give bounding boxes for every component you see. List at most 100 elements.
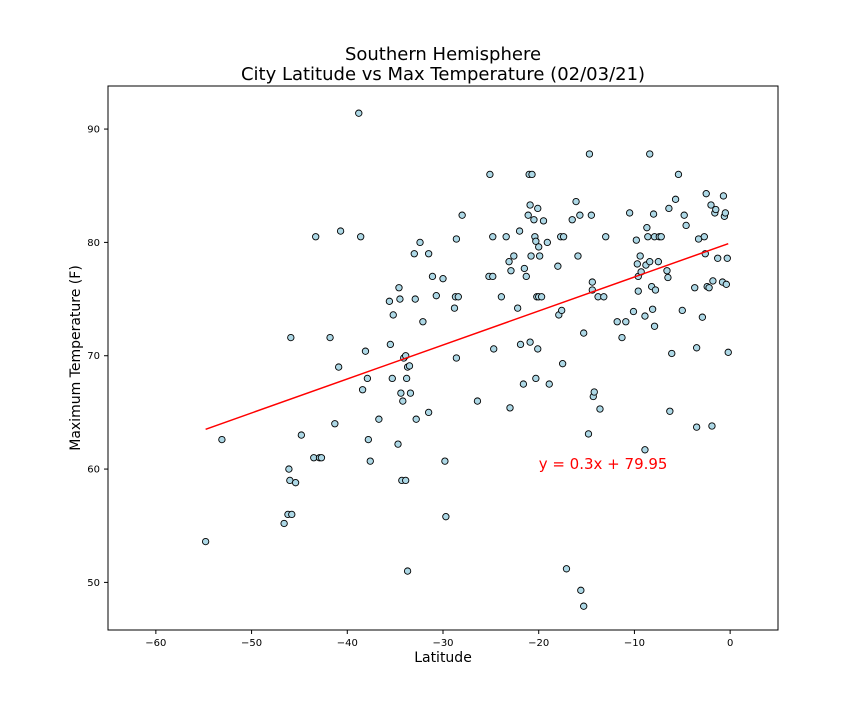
data-point — [709, 277, 717, 285]
data-point — [405, 362, 414, 370]
data-point — [657, 233, 665, 241]
data-point — [520, 264, 529, 273]
data-point — [524, 211, 532, 219]
y-tick-label: 50 — [87, 578, 100, 589]
data-point — [442, 513, 450, 521]
data-point — [629, 307, 638, 316]
data-point — [326, 333, 334, 342]
chart-title-line-1: Southern Hemisphere — [345, 44, 541, 65]
data-point — [452, 354, 461, 362]
chart-title-line-2: City Latitude vs Max Temperature (02/03/… — [241, 64, 645, 85]
plot-area — [107, 85, 779, 631]
data-point — [722, 280, 730, 288]
data-point — [473, 397, 482, 405]
data-point — [366, 457, 374, 465]
data-point — [317, 454, 326, 462]
data-point — [596, 405, 604, 413]
data-point — [707, 201, 715, 209]
data-point — [692, 423, 701, 431]
data-point — [502, 233, 510, 241]
data-point — [654, 258, 663, 266]
data-point — [534, 204, 542, 213]
data-point — [336, 227, 345, 235]
data-point — [535, 243, 543, 251]
data-point — [651, 286, 660, 294]
data-point — [723, 254, 731, 262]
data-point — [641, 446, 649, 454]
data-point — [554, 262, 562, 270]
data-point — [361, 347, 370, 355]
data-point — [402, 476, 410, 485]
data-point — [613, 318, 621, 326]
data-point — [388, 374, 396, 383]
data-point — [363, 374, 372, 383]
data-point — [394, 440, 402, 448]
data-point — [402, 374, 411, 383]
x-axis-ticks: −60 −50 −40 −30 −20 −10 0 — [145, 630, 733, 649]
data-point — [486, 170, 494, 179]
data-point — [643, 224, 651, 232]
data-point — [674, 170, 683, 179]
x-tick-label: −10 — [624, 638, 645, 649]
data-point — [700, 233, 708, 241]
data-point — [395, 284, 403, 292]
data-point — [545, 380, 553, 388]
data-point — [644, 233, 652, 241]
data-point — [682, 221, 690, 230]
data-point — [396, 295, 404, 303]
data-point — [454, 293, 462, 301]
data-point — [680, 211, 688, 219]
data-point — [527, 252, 535, 260]
data-point — [506, 404, 514, 412]
data-point — [355, 109, 363, 117]
data-point — [201, 537, 210, 546]
data-point — [424, 250, 433, 258]
data-point — [719, 192, 728, 200]
data-point — [297, 431, 305, 439]
data-point — [708, 422, 716, 430]
data-point — [399, 397, 407, 405]
x-axis-label: Latitude — [414, 650, 472, 666]
x-tick-label: −60 — [145, 638, 166, 649]
data-point — [636, 252, 644, 260]
y-tick-label: 90 — [87, 125, 100, 136]
data-point — [432, 292, 440, 300]
x-tick-label: 0 — [727, 638, 733, 649]
data-point — [489, 272, 497, 281]
data-point — [648, 305, 657, 313]
data-point — [590, 388, 598, 396]
data-point — [385, 297, 394, 305]
data-point — [522, 272, 530, 281]
data-point — [331, 420, 339, 428]
data-point — [702, 190, 710, 198]
data-point — [602, 233, 610, 241]
y-axis-ticks: 50 60 70 80 90 — [87, 125, 108, 589]
data-point — [450, 304, 459, 312]
data-point — [691, 284, 699, 292]
data-point — [618, 333, 626, 342]
data-point — [357, 233, 365, 241]
data-point — [649, 210, 658, 218]
data-point — [358, 386, 367, 394]
data-point — [489, 233, 497, 241]
data-point — [543, 238, 551, 247]
data-point — [510, 252, 518, 260]
regression-line — [205, 242, 729, 430]
data-point — [403, 567, 412, 575]
data-point — [577, 586, 585, 594]
x-tick-label: −40 — [337, 638, 358, 649]
data-point — [562, 565, 571, 573]
data-point — [285, 465, 293, 473]
data-point — [665, 204, 673, 213]
data-point — [539, 217, 548, 225]
data-point — [666, 407, 674, 415]
data-point — [580, 602, 588, 610]
data-point — [410, 250, 418, 258]
data-point — [536, 252, 544, 260]
data-point — [532, 237, 540, 245]
y-tick-label: 60 — [87, 465, 100, 476]
x-tick-label: −30 — [432, 638, 453, 649]
data-point — [572, 197, 580, 206]
x-tick-label: −20 — [528, 638, 549, 649]
